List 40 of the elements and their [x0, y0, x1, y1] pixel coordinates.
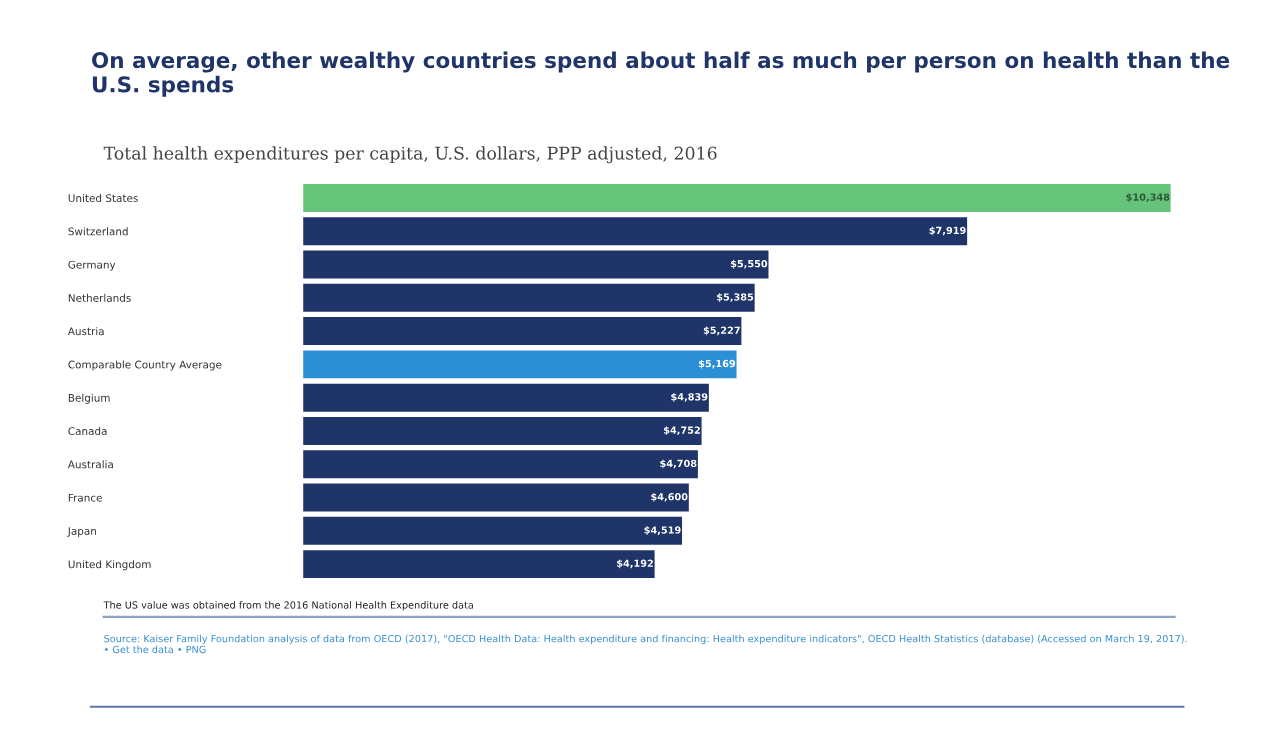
- data-label: $4,708: [660, 459, 697, 469]
- y-tick-label: United Kingdom: [68, 560, 151, 571]
- chart-title: On average, other wealthy countries spend about half as much per person on health than the U.S. spends: [92, 51, 1230, 97]
- bar: [303, 250, 769, 279]
- bar: [303, 383, 709, 412]
- data-label: $4,600: [651, 492, 688, 502]
- bar: [303, 217, 968, 246]
- bar: [303, 550, 655, 579]
- data-label: $5,169: [698, 359, 736, 369]
- text: The US value was obtained from the 2016 National Health Expenditure data: [103, 601, 473, 611]
- data-label: $5,385: [717, 293, 754, 302]
- chart-subtitle: Total health expenditures per capita, U.S. dollars, PPP adjusted, 2016: [103, 146, 717, 164]
- y-tick-label: United States: [68, 193, 138, 203]
- y-tick-label: Belgium: [68, 393, 110, 404]
- bar: [303, 350, 737, 379]
- data-label: $10,348: [1126, 193, 1170, 203]
- bar: [303, 317, 742, 346]
- y-tick-label: Comparable Country Average: [68, 360, 222, 371]
- data-label: $4,839: [671, 392, 708, 402]
- bar: [303, 183, 1171, 212]
- y-tick-label: Austria: [67, 327, 104, 336]
- data-label: $7,919: [929, 226, 966, 236]
- data-label: $4,752: [663, 426, 700, 436]
- data-label: $4,519: [644, 526, 681, 535]
- data-label: $4,192: [617, 559, 653, 569]
- y-tick-label: Japan: [67, 527, 96, 537]
- y-tick-label: France: [68, 493, 102, 502]
- source-note: Source: Kaiser Family Foundation analysis of data from OECD (2017), "OECD Health Data: Health expenditure and financing: Health expenditure indicators", OECD Health Statistics (database) (Accessed on March 19, 2017). • Get the data • PNG: [104, 634, 1187, 654]
- bar: [303, 516, 683, 545]
- data-label: $5,227: [703, 326, 740, 336]
- bar: [303, 450, 698, 479]
- y-tick-label: Netherlands: [68, 293, 131, 302]
- bar: [303, 416, 702, 445]
- y-tick-label: Germany: [68, 260, 116, 271]
- data-label: $5,550: [730, 259, 768, 269]
- y-tick-label: Canada: [68, 427, 107, 436]
- bar: [303, 483, 689, 512]
- bar: [303, 283, 755, 312]
- y-tick-label: Switzerland: [68, 227, 128, 236]
- y-tick-label: Australia: [67, 460, 113, 469]
